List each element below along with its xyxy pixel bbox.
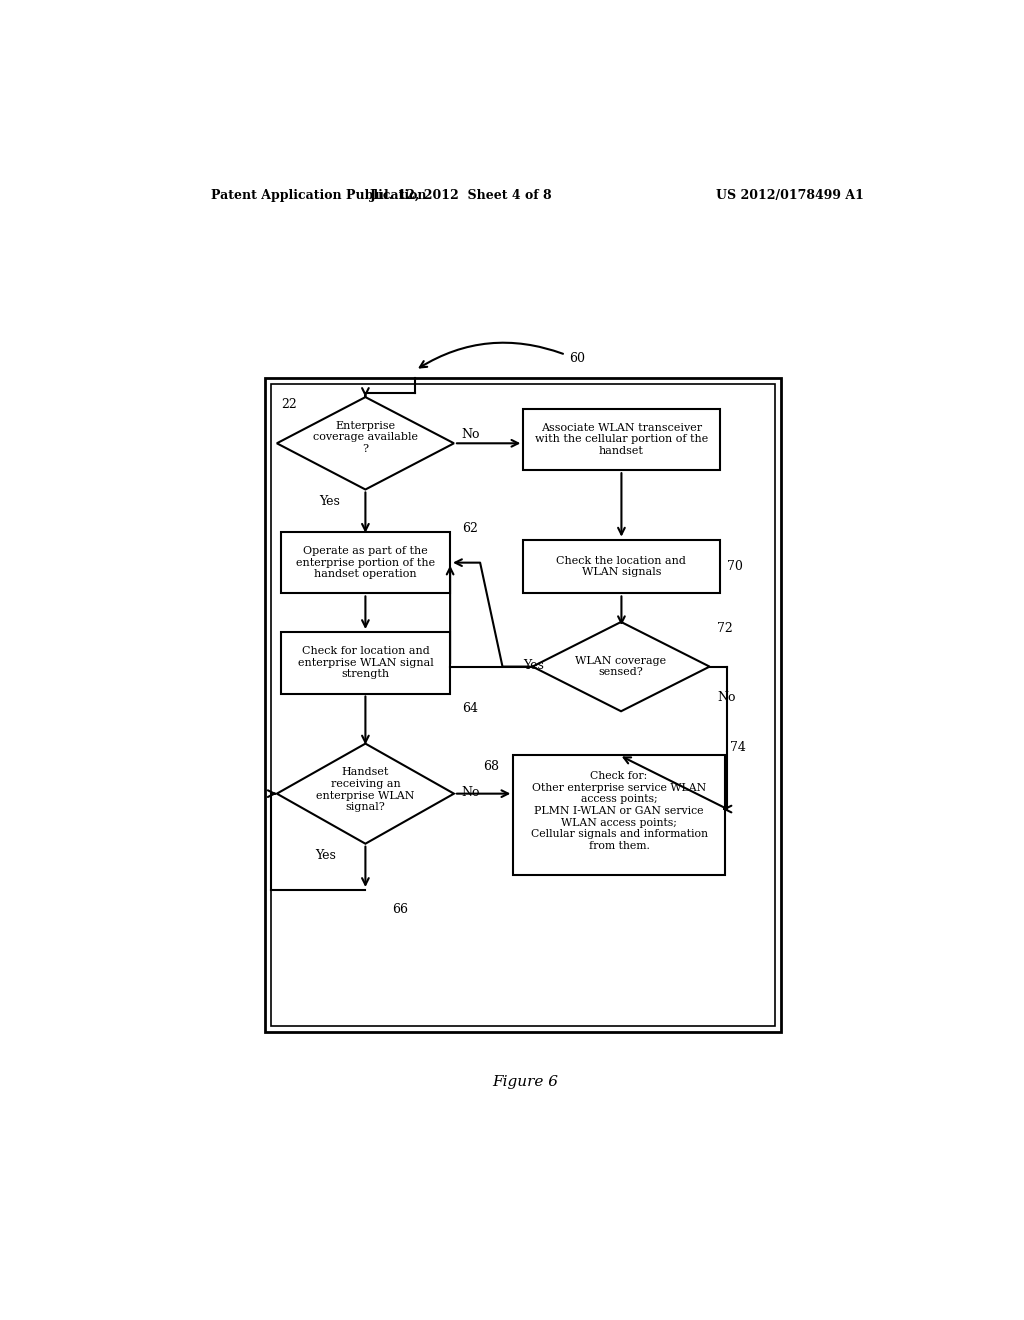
Text: Operate as part of the
enterprise portion of the
handset operation: Operate as part of the enterprise portio…: [296, 546, 435, 579]
Text: Associate WLAN transceiver
with the cellular portion of the
handset: Associate WLAN transceiver with the cell…: [535, 422, 708, 455]
Text: 60: 60: [569, 352, 586, 366]
Polygon shape: [276, 397, 454, 490]
Text: Check for location and
enterprise WLAN signal
strength: Check for location and enterprise WLAN s…: [298, 647, 433, 680]
Text: Check for:
Other enterprise service WLAN
access points;
PLMN I-WLAN or GAN servi: Check for: Other enterprise service WLAN…: [530, 771, 708, 851]
Text: 62: 62: [462, 521, 477, 535]
Bar: [265, 378, 781, 1032]
Text: 66: 66: [392, 903, 409, 916]
Text: Figure 6: Figure 6: [492, 1076, 558, 1089]
Text: No: No: [717, 690, 736, 704]
Text: Jul. 12, 2012  Sheet 4 of 8: Jul. 12, 2012 Sheet 4 of 8: [371, 189, 553, 202]
Bar: [513, 755, 725, 875]
Text: 22: 22: [281, 399, 297, 412]
Text: Yes: Yes: [523, 659, 544, 672]
Text: 68: 68: [483, 760, 500, 774]
Text: 70: 70: [727, 560, 743, 573]
Text: Yes: Yes: [319, 495, 340, 508]
Text: Patent Application Publication: Patent Application Publication: [211, 189, 427, 202]
Text: Handset
receiving an
enterprise WLAN
signal?: Handset receiving an enterprise WLAN sig…: [316, 767, 415, 812]
Text: 74: 74: [730, 741, 745, 754]
Text: Yes: Yes: [315, 849, 336, 862]
Bar: [281, 532, 451, 594]
Bar: [271, 384, 775, 1026]
Text: Check the location and
WLAN signals: Check the location and WLAN signals: [556, 556, 686, 577]
Bar: [523, 540, 720, 594]
Text: Enterprise
coverage available
?: Enterprise coverage available ?: [313, 421, 418, 454]
Text: No: No: [462, 785, 480, 799]
Text: No: No: [462, 428, 480, 441]
Polygon shape: [276, 743, 454, 843]
Text: 72: 72: [717, 622, 733, 635]
Text: US 2012/0178499 A1: US 2012/0178499 A1: [716, 189, 863, 202]
Bar: [523, 409, 720, 470]
Text: 64: 64: [462, 702, 477, 715]
Bar: [281, 632, 451, 693]
Text: WLAN coverage
sensed?: WLAN coverage sensed?: [575, 656, 667, 677]
Polygon shape: [532, 622, 710, 711]
